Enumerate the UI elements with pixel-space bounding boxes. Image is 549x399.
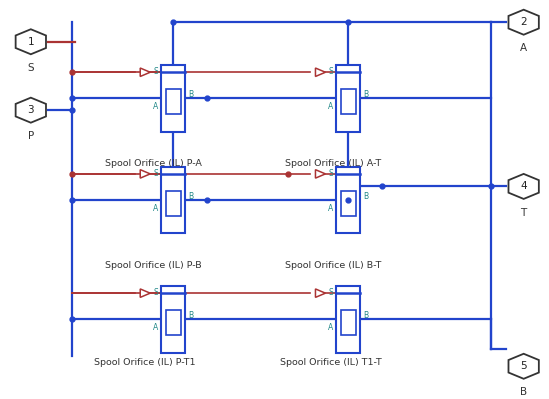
Bar — [166, 89, 181, 114]
Text: Spool Orifice (IL) T1-T: Spool Orifice (IL) T1-T — [280, 358, 382, 367]
Text: A: A — [520, 43, 527, 53]
Text: A: A — [328, 323, 334, 332]
Text: A: A — [328, 204, 334, 213]
Text: Spool Orifice (IL) P-B: Spool Orifice (IL) P-B — [105, 261, 201, 270]
Bar — [341, 89, 356, 114]
Bar — [341, 191, 356, 216]
Text: A: A — [153, 323, 159, 332]
Text: Spool Orifice (IL) P-A: Spool Orifice (IL) P-A — [105, 159, 201, 168]
Bar — [161, 65, 185, 132]
Text: B: B — [363, 90, 368, 99]
Polygon shape — [140, 68, 150, 77]
Text: 1: 1 — [27, 37, 34, 47]
Text: S: S — [27, 63, 34, 73]
Bar — [337, 167, 361, 233]
Bar — [337, 286, 361, 353]
Text: A: A — [153, 204, 159, 213]
Polygon shape — [140, 289, 150, 297]
Text: B: B — [363, 311, 368, 320]
Polygon shape — [316, 289, 326, 297]
Text: Spool Orifice (IL) P-T1: Spool Orifice (IL) P-T1 — [94, 358, 195, 367]
Polygon shape — [508, 10, 539, 35]
Text: 2: 2 — [520, 17, 527, 27]
Text: B: B — [188, 192, 193, 201]
Text: Spool Orifice (IL) A-T: Spool Orifice (IL) A-T — [285, 159, 382, 168]
Text: P: P — [27, 131, 34, 141]
Text: A: A — [328, 102, 334, 111]
Bar — [341, 310, 356, 335]
Polygon shape — [508, 174, 539, 199]
Polygon shape — [316, 170, 326, 178]
Text: 4: 4 — [520, 182, 527, 192]
Text: B: B — [188, 311, 193, 320]
Text: S: S — [154, 169, 159, 178]
Polygon shape — [15, 29, 46, 54]
Text: S: S — [154, 67, 159, 76]
Text: B: B — [188, 90, 193, 99]
Text: 5: 5 — [520, 361, 527, 371]
Text: S: S — [329, 169, 334, 178]
Polygon shape — [508, 354, 539, 379]
Text: S: S — [154, 288, 159, 297]
Bar — [337, 65, 361, 132]
Bar — [161, 286, 185, 353]
Text: 3: 3 — [27, 105, 34, 115]
Text: A: A — [153, 102, 159, 111]
Text: T: T — [520, 207, 527, 217]
Bar — [166, 191, 181, 216]
Text: B: B — [520, 387, 527, 397]
Text: S: S — [329, 288, 334, 297]
Text: S: S — [329, 67, 334, 76]
Polygon shape — [316, 68, 326, 77]
Bar — [166, 310, 181, 335]
Bar — [161, 167, 185, 233]
Text: Spool Orifice (IL) B-T: Spool Orifice (IL) B-T — [285, 261, 382, 270]
Polygon shape — [15, 98, 46, 122]
Polygon shape — [140, 170, 150, 178]
Text: B: B — [363, 192, 368, 201]
